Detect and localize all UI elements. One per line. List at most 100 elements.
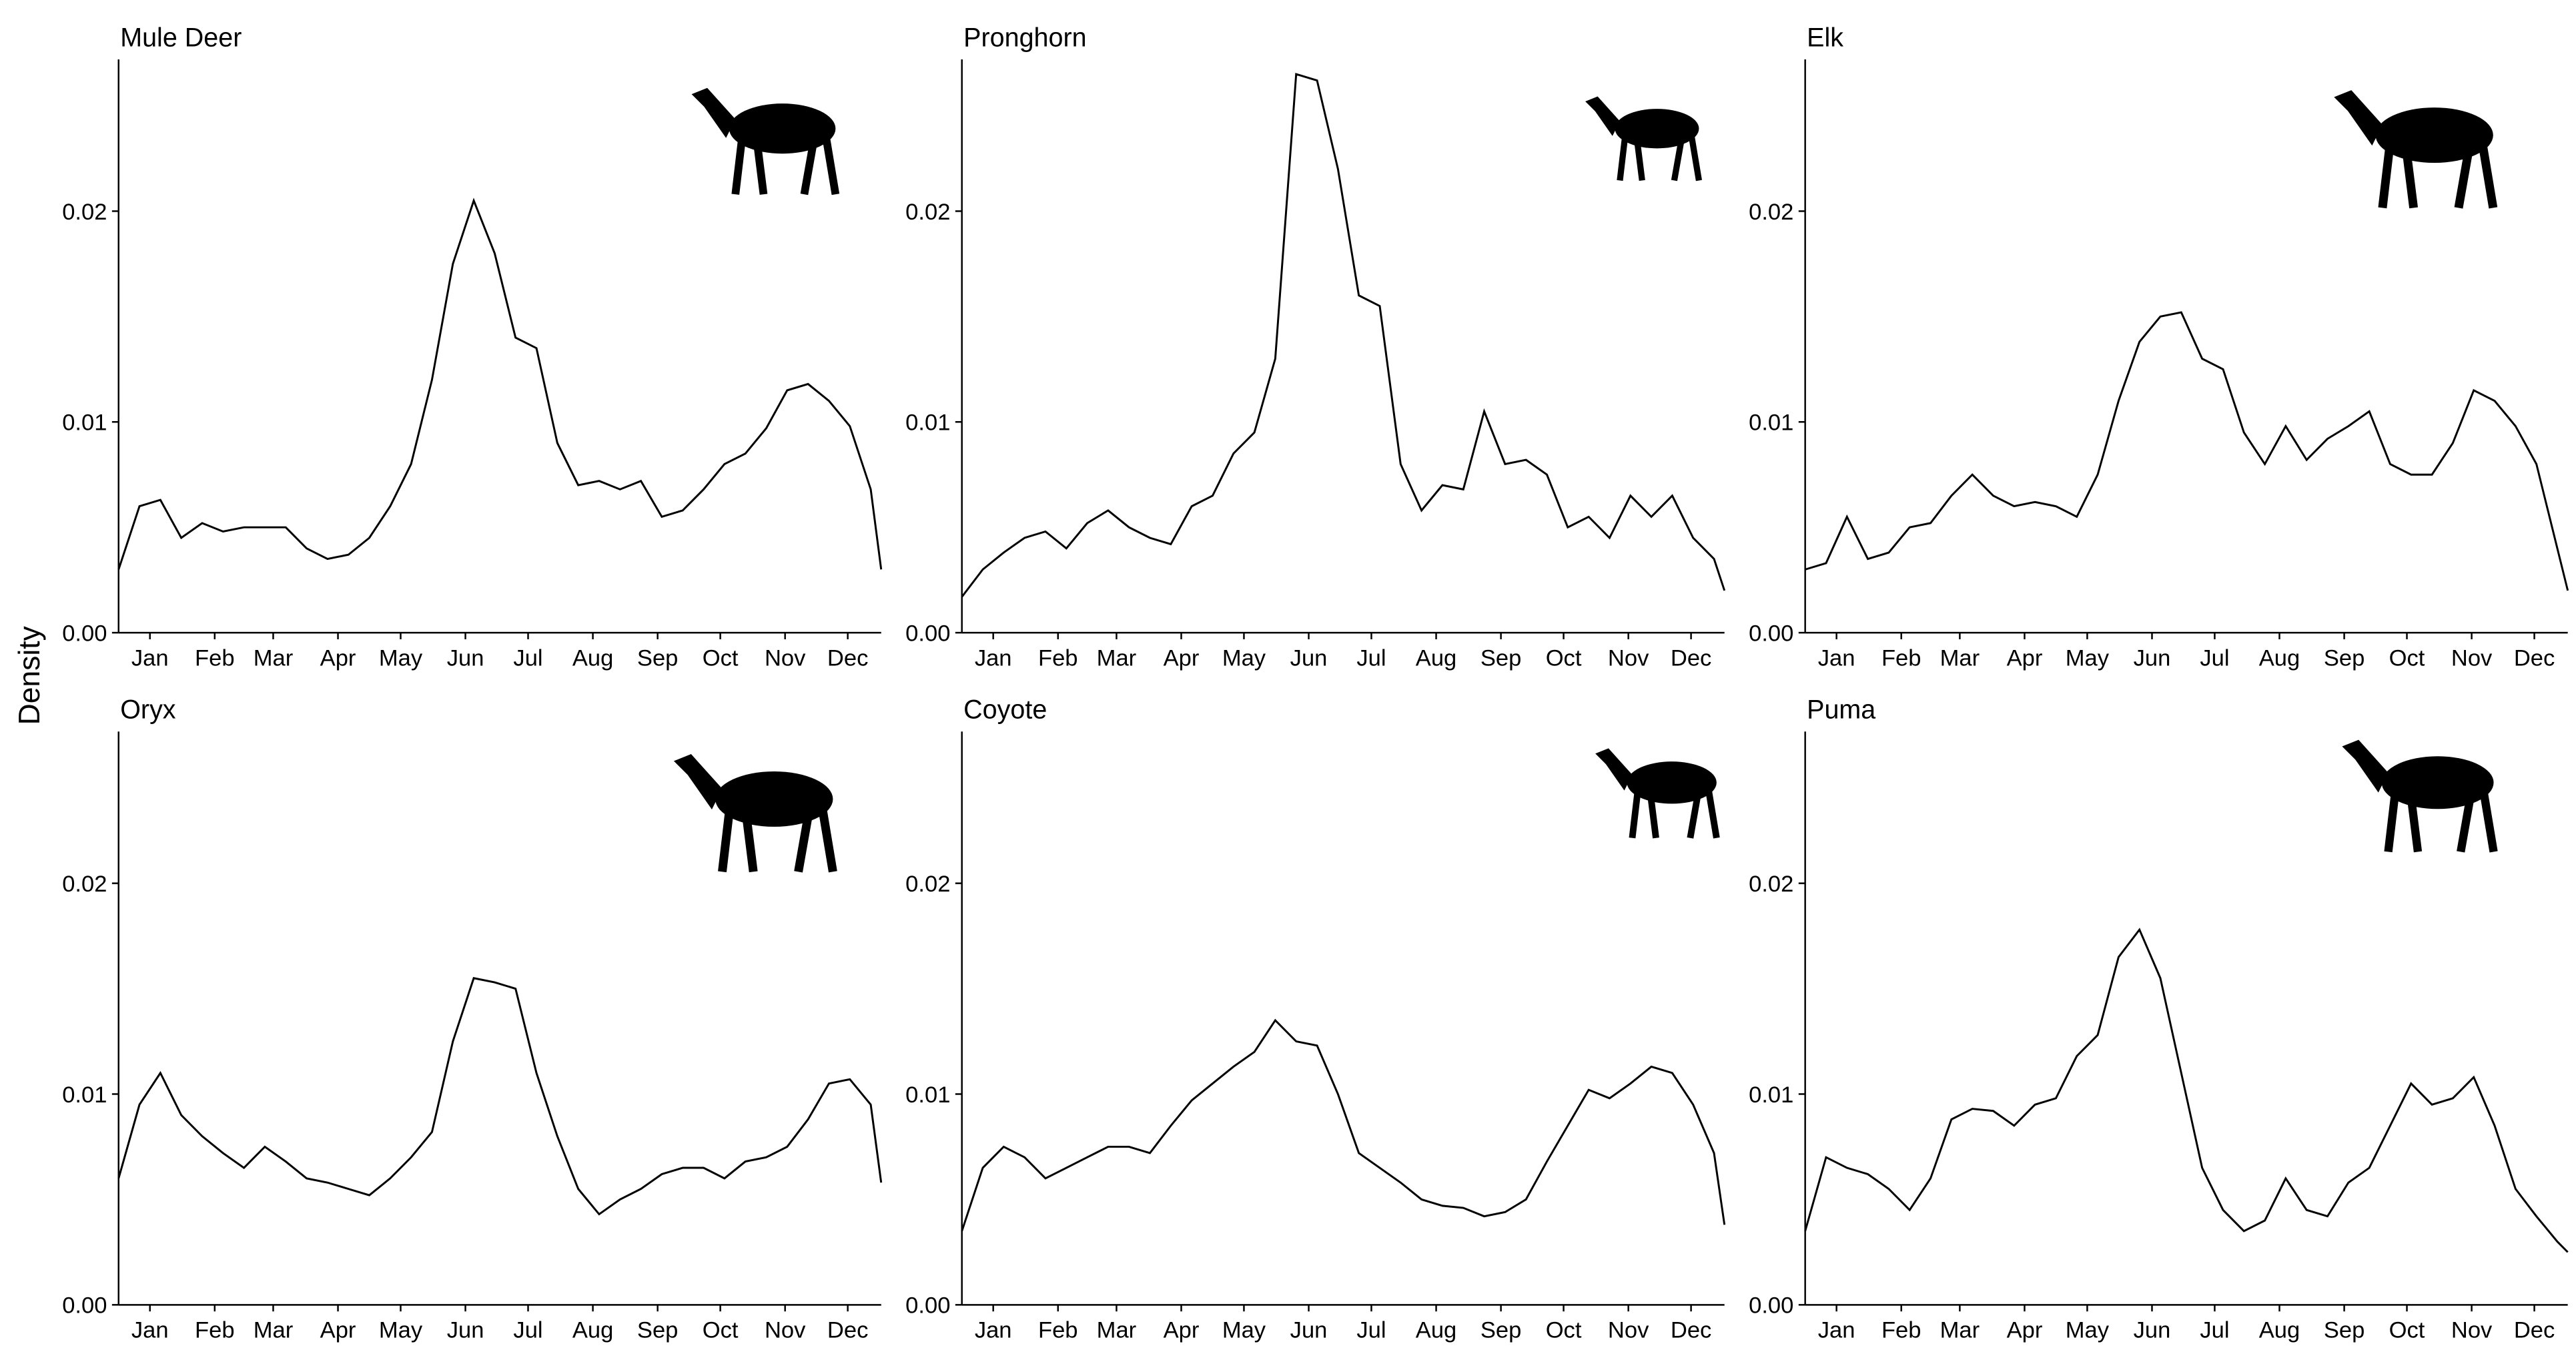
x-tick-label: Oct bbox=[1546, 645, 1582, 671]
y-tick-label: 0.01 bbox=[62, 1082, 107, 1108]
x-tick-label: Aug bbox=[572, 1318, 613, 1343]
x-tick-label: Sep bbox=[1480, 1318, 1521, 1343]
x-tick-label: Dec bbox=[1671, 1318, 1711, 1343]
elk-silhouette bbox=[2334, 90, 2493, 208]
y-tick-label: 0.00 bbox=[62, 1293, 107, 1319]
x-tick-label: Oct bbox=[703, 1318, 739, 1343]
density-line bbox=[1804, 928, 2569, 1253]
x-tick-label: Dec bbox=[1671, 645, 1711, 671]
y-tick-label: 0.02 bbox=[62, 200, 107, 225]
x-tick-label: Dec bbox=[827, 1318, 868, 1343]
x-tick-label: Jul bbox=[1356, 1318, 1386, 1343]
y-axis-label: Density bbox=[13, 625, 46, 725]
x-tick-label: Nov bbox=[765, 645, 806, 671]
x-tick-label: Jun bbox=[447, 645, 484, 671]
x-tick-label: Aug bbox=[2259, 645, 2300, 671]
x-tick-label: Feb bbox=[1038, 1318, 1078, 1343]
x-tick-label: Jun bbox=[1290, 1318, 1328, 1343]
panel-title: Mule Deer bbox=[120, 23, 242, 52]
y-tick-label: 0.01 bbox=[1749, 410, 1793, 436]
density-line bbox=[961, 73, 1726, 598]
x-tick-label: Dec bbox=[2514, 1318, 2555, 1343]
x-tick-label: Nov bbox=[2451, 645, 2493, 671]
x-tick-label: May bbox=[379, 645, 423, 671]
x-tick-label: May bbox=[379, 1318, 423, 1343]
y-tick-label: 0.01 bbox=[1749, 1082, 1793, 1108]
x-tick-label: Feb bbox=[195, 645, 235, 671]
x-tick-label: Jul bbox=[1356, 645, 1386, 671]
x-tick-label: Sep bbox=[2324, 645, 2365, 671]
x-tick-label: Dec bbox=[2514, 645, 2555, 671]
x-tick-label: Jul bbox=[513, 1318, 542, 1343]
puma-silhouette bbox=[2342, 740, 2493, 852]
x-tick-label: Nov bbox=[1608, 645, 1649, 671]
x-tick-label: Jul bbox=[513, 645, 542, 671]
panel-title: Puma bbox=[1807, 695, 1875, 724]
y-tick-label: 0.00 bbox=[905, 1293, 950, 1319]
x-tick-label: Jan bbox=[975, 1318, 1012, 1343]
y-tick-label: 0.00 bbox=[1749, 621, 1793, 646]
x-tick-label: May bbox=[2066, 1318, 2110, 1343]
y-tick-label: 0.02 bbox=[1749, 200, 1793, 225]
x-tick-label: May bbox=[1222, 1318, 1266, 1343]
x-tick-label: Jun bbox=[2134, 645, 2171, 671]
y-tick-label: 0.02 bbox=[62, 872, 107, 897]
x-tick-label: Sep bbox=[637, 1318, 678, 1343]
x-tick-label: Jan bbox=[131, 645, 169, 671]
y-tick-label: 0.00 bbox=[905, 621, 950, 646]
x-tick-label: Aug bbox=[1416, 1318, 1456, 1343]
x-tick-label: Feb bbox=[195, 1318, 235, 1343]
x-tick-label: Mar bbox=[1940, 1318, 1980, 1343]
x-tick-label: Sep bbox=[2324, 1318, 2365, 1343]
x-tick-label: Apr bbox=[2007, 645, 2043, 671]
panel-title: Coyote bbox=[963, 695, 1047, 724]
x-tick-label: Aug bbox=[572, 645, 613, 671]
x-tick-label: Feb bbox=[1881, 1318, 1921, 1343]
x-tick-label: Jan bbox=[1818, 645, 1855, 671]
x-tick-label: Nov bbox=[2451, 1318, 2493, 1343]
y-tick-label: 0.00 bbox=[62, 621, 107, 646]
x-tick-label: Jul bbox=[2200, 645, 2229, 671]
panel-title: Oryx bbox=[120, 695, 176, 724]
x-tick-label: Nov bbox=[1608, 1318, 1649, 1343]
density-line bbox=[1805, 311, 2569, 591]
x-tick-label: May bbox=[2066, 645, 2110, 671]
coyote-silhouette bbox=[1595, 748, 1717, 837]
x-tick-label: Apr bbox=[1164, 645, 1200, 671]
oryx-silhouette bbox=[674, 754, 833, 872]
y-tick-label: 0.01 bbox=[905, 1082, 950, 1108]
pronghorn-silhouette bbox=[1585, 97, 1699, 181]
x-tick-label: Jun bbox=[2134, 1318, 2171, 1343]
x-tick-label: Dec bbox=[827, 645, 868, 671]
x-tick-label: Jan bbox=[131, 1318, 169, 1343]
x-tick-label: Nov bbox=[765, 1318, 806, 1343]
panel-title: Elk bbox=[1807, 23, 1843, 52]
x-tick-label: Apr bbox=[2007, 1318, 2043, 1343]
x-tick-label: Mar bbox=[1940, 645, 1980, 671]
x-tick-label: Apr bbox=[320, 645, 356, 671]
x-tick-label: Jan bbox=[975, 645, 1012, 671]
x-tick-label: Apr bbox=[1164, 1318, 1200, 1343]
density-line bbox=[961, 1018, 1726, 1232]
x-tick-label: May bbox=[1222, 645, 1266, 671]
x-tick-label: Mar bbox=[1097, 1318, 1137, 1343]
x-tick-label: Oct bbox=[703, 645, 739, 671]
x-tick-label: Apr bbox=[320, 1318, 356, 1343]
density-line bbox=[117, 977, 883, 1216]
x-tick-label: Feb bbox=[1038, 645, 1078, 671]
x-tick-label: Mar bbox=[254, 1318, 294, 1343]
y-tick-label: 0.02 bbox=[905, 200, 950, 225]
y-tick-label: 0.00 bbox=[1749, 1293, 1793, 1319]
x-tick-label: Oct bbox=[2389, 1318, 2425, 1343]
x-tick-label: Mar bbox=[1097, 645, 1137, 671]
x-tick-label: Jun bbox=[447, 1318, 484, 1343]
density-line bbox=[117, 198, 883, 570]
x-tick-label: Sep bbox=[637, 645, 678, 671]
panel-title: Pronghorn bbox=[963, 23, 1086, 52]
x-tick-label: Aug bbox=[2259, 1318, 2300, 1343]
x-tick-label: Jul bbox=[2200, 1318, 2229, 1343]
x-tick-label: Jun bbox=[1290, 645, 1328, 671]
x-tick-label: Aug bbox=[1416, 645, 1456, 671]
